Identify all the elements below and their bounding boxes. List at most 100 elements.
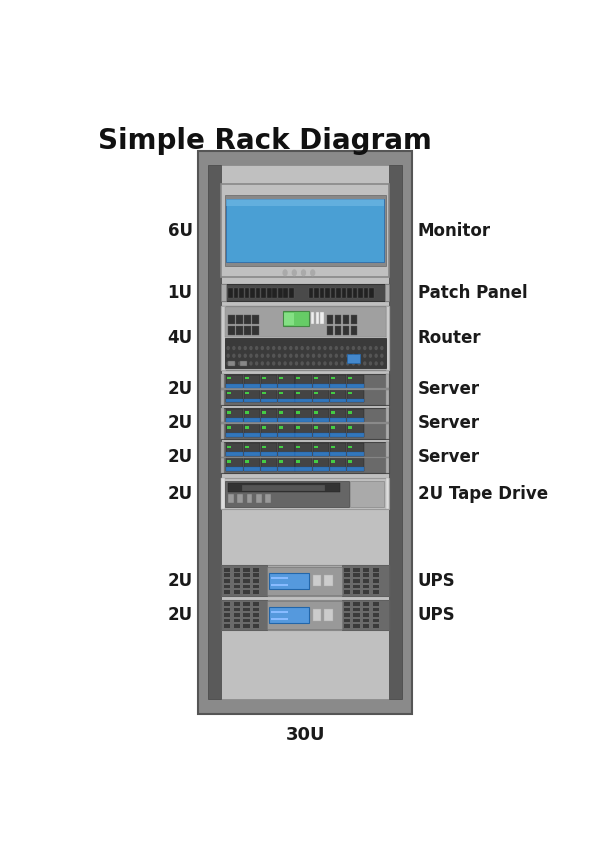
Bar bbox=[347, 424, 364, 436]
Circle shape bbox=[290, 354, 292, 357]
Bar bbox=[353, 624, 360, 628]
Bar bbox=[244, 624, 250, 628]
Bar bbox=[295, 433, 312, 436]
Bar bbox=[344, 613, 350, 617]
Bar bbox=[272, 288, 277, 298]
Bar bbox=[261, 452, 277, 456]
Bar bbox=[271, 577, 287, 579]
Bar bbox=[227, 426, 232, 429]
Bar bbox=[347, 375, 364, 387]
Circle shape bbox=[267, 354, 269, 357]
Bar bbox=[239, 288, 244, 298]
Bar bbox=[221, 478, 225, 509]
Circle shape bbox=[307, 362, 309, 365]
Circle shape bbox=[278, 346, 280, 350]
Bar bbox=[261, 468, 277, 471]
Bar bbox=[261, 433, 277, 436]
Bar bbox=[353, 573, 360, 577]
Bar bbox=[363, 613, 370, 617]
Bar bbox=[278, 424, 295, 436]
Bar bbox=[353, 288, 358, 298]
Bar bbox=[289, 288, 293, 298]
Bar bbox=[224, 608, 230, 611]
Bar bbox=[314, 288, 319, 298]
Bar bbox=[350, 481, 384, 507]
Bar bbox=[335, 314, 341, 324]
Bar bbox=[221, 284, 226, 301]
Bar bbox=[253, 573, 259, 577]
Bar bbox=[347, 418, 364, 422]
Bar bbox=[198, 151, 412, 714]
Bar bbox=[313, 468, 329, 471]
Bar bbox=[325, 575, 333, 586]
Bar bbox=[295, 375, 312, 387]
Text: Router: Router bbox=[418, 329, 481, 346]
Circle shape bbox=[318, 354, 320, 357]
Bar bbox=[295, 468, 312, 471]
Bar bbox=[344, 618, 350, 623]
Bar bbox=[262, 378, 266, 379]
Bar bbox=[311, 312, 314, 324]
Bar bbox=[221, 599, 266, 630]
Bar bbox=[353, 568, 360, 572]
Bar bbox=[224, 579, 230, 583]
Bar bbox=[261, 424, 277, 436]
Text: UPS: UPS bbox=[418, 606, 455, 624]
Bar bbox=[226, 199, 384, 206]
Bar bbox=[233, 608, 240, 611]
Bar bbox=[386, 442, 389, 473]
Bar bbox=[208, 165, 402, 700]
Bar bbox=[244, 602, 250, 605]
Text: Patch Panel: Patch Panel bbox=[418, 284, 527, 301]
Bar bbox=[244, 443, 260, 456]
Bar bbox=[227, 461, 232, 462]
Bar bbox=[373, 579, 379, 583]
Bar bbox=[253, 613, 259, 617]
Bar bbox=[226, 384, 243, 387]
Bar bbox=[226, 443, 243, 456]
Circle shape bbox=[313, 346, 314, 350]
Bar bbox=[313, 433, 329, 436]
Bar bbox=[363, 608, 370, 611]
Circle shape bbox=[381, 362, 383, 365]
Circle shape bbox=[324, 346, 326, 350]
Circle shape bbox=[352, 354, 355, 357]
Bar bbox=[221, 373, 389, 404]
Circle shape bbox=[307, 346, 309, 350]
Bar bbox=[348, 461, 352, 462]
Circle shape bbox=[364, 362, 366, 365]
Bar bbox=[330, 410, 346, 422]
Circle shape bbox=[302, 270, 305, 275]
Bar bbox=[351, 326, 358, 334]
Bar bbox=[325, 610, 333, 621]
Bar bbox=[331, 461, 335, 462]
Bar bbox=[363, 585, 370, 588]
Bar bbox=[363, 568, 370, 572]
Bar bbox=[228, 361, 235, 366]
Bar bbox=[233, 288, 238, 298]
Bar bbox=[347, 410, 364, 422]
Bar bbox=[327, 314, 333, 324]
Bar bbox=[331, 288, 335, 298]
Bar bbox=[247, 494, 253, 503]
Bar bbox=[344, 568, 350, 572]
Bar bbox=[245, 378, 248, 379]
Bar bbox=[228, 483, 340, 492]
Bar bbox=[262, 392, 266, 394]
Bar bbox=[373, 602, 379, 605]
Bar bbox=[330, 443, 346, 456]
Circle shape bbox=[375, 362, 377, 365]
Bar bbox=[330, 384, 346, 387]
Bar bbox=[261, 443, 277, 456]
Bar bbox=[283, 288, 288, 298]
Bar bbox=[261, 410, 277, 422]
Text: 2U: 2U bbox=[167, 572, 193, 590]
Bar bbox=[245, 446, 248, 448]
Bar bbox=[245, 426, 248, 429]
Circle shape bbox=[335, 362, 337, 365]
Circle shape bbox=[272, 354, 275, 357]
Bar bbox=[221, 306, 389, 370]
Bar bbox=[348, 378, 352, 379]
Bar bbox=[221, 284, 389, 301]
Bar bbox=[221, 599, 389, 630]
